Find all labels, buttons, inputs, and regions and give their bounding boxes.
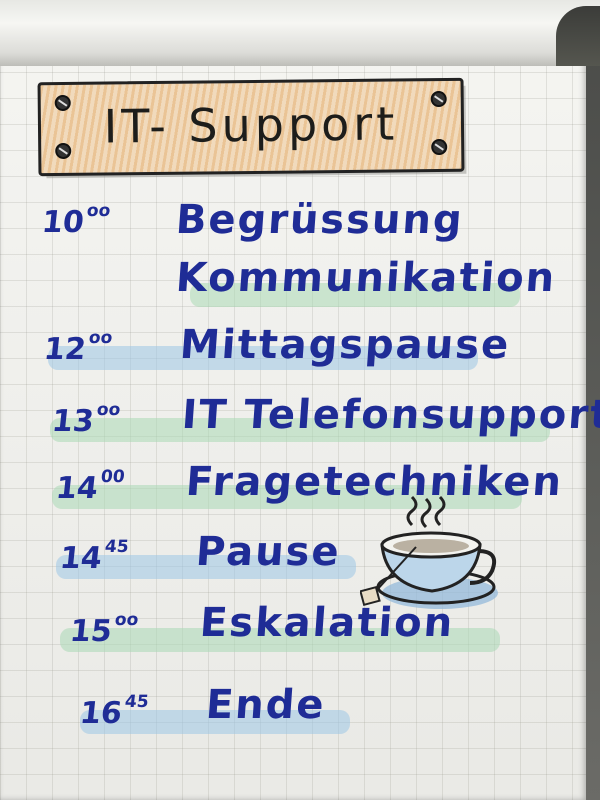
agenda-row: 13oo IT Telefonsupport <box>0 390 600 450</box>
agenda-row: 12oo Mittagspause <box>0 320 600 380</box>
agenda-row: 1400 Fragetechniken <box>0 455 600 515</box>
agenda-item: Pause <box>194 529 343 575</box>
page-title: IT- Support <box>103 96 399 154</box>
title-sign: IT- Support <box>37 77 465 177</box>
coffee-cup-icon <box>360 495 498 609</box>
highlight-stripe <box>48 346 478 370</box>
agenda-item: Ende <box>204 682 328 728</box>
time-label: 1445 <box>58 537 130 576</box>
highlight-stripe <box>80 710 350 734</box>
highlight-stripe <box>50 418 550 442</box>
agenda-item: Mittagspause <box>178 322 512 368</box>
highlight-stripe <box>56 555 356 579</box>
time-label: 15oo <box>68 610 140 649</box>
highlight-stripe <box>60 628 500 652</box>
rolled-page-top <box>0 0 600 66</box>
time-label: 12oo <box>42 328 114 367</box>
roll-shadow <box>556 6 600 66</box>
agenda-item: Kommunikation <box>174 255 558 301</box>
agenda-row: 15oo Eskalation <box>0 598 600 658</box>
time-label: 1645 <box>78 692 150 731</box>
agenda-row: 1645 Ende <box>0 680 600 740</box>
time-label: 10oo <box>40 201 112 240</box>
agenda-row: 1445 Pause <box>0 525 600 585</box>
agenda-item: IT Telefonsupport <box>180 392 600 438</box>
agenda-row: 10oo Begrüssung <box>0 195 600 255</box>
time-label: 1400 <box>54 467 126 506</box>
agenda-item: Begrüssung <box>174 197 466 243</box>
time-label: 13oo <box>50 400 122 439</box>
agenda-row: Kommunikation <box>0 255 600 315</box>
highlight-stripe <box>190 283 520 307</box>
